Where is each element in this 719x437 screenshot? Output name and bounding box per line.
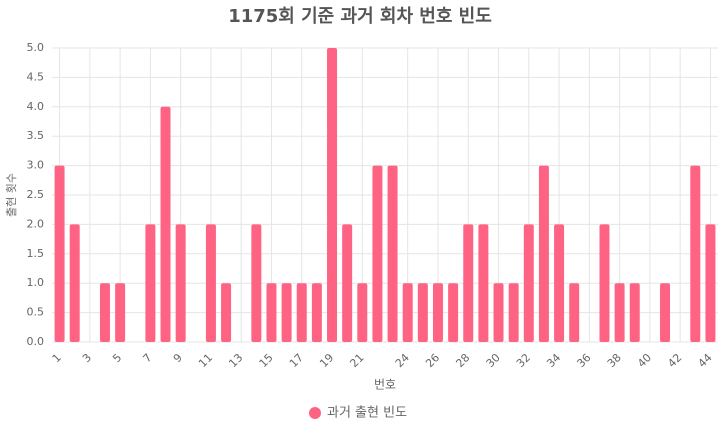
bar <box>690 165 701 342</box>
x-tick-label: 9 <box>171 351 185 365</box>
bar <box>508 283 519 342</box>
bar <box>538 165 549 342</box>
bar <box>523 224 534 342</box>
bar <box>705 224 716 342</box>
x-tick-label: 7 <box>140 351 154 365</box>
bar <box>99 283 110 342</box>
y-tick-label: 3.0 <box>27 159 45 172</box>
bar <box>342 224 353 342</box>
x-tick-label: 19 <box>317 351 336 370</box>
bar <box>629 283 640 342</box>
y-tick-label: 2.0 <box>27 217 45 230</box>
x-tick-label: 30 <box>484 351 503 370</box>
x-tick-label: 13 <box>226 351 245 370</box>
legend-label: 과거 출현 빈도 <box>327 406 407 421</box>
bar <box>327 48 338 342</box>
x-tick-label: 24 <box>393 351 412 370</box>
bar <box>145 224 156 342</box>
bar <box>432 283 443 342</box>
chart-title: 1175회 기준 과거 회차 번호 빈도 <box>228 6 492 27</box>
bar <box>569 283 580 342</box>
x-tick-label: 40 <box>635 351 654 370</box>
bar <box>311 283 322 342</box>
x-tick-label: 26 <box>423 351 442 370</box>
y-tick-label: 0.5 <box>27 306 45 319</box>
y-tick-label: 4.0 <box>27 100 45 113</box>
y-tick-label: 4.5 <box>27 70 45 83</box>
bar <box>115 283 126 342</box>
x-tick-label: 36 <box>574 351 593 370</box>
x-tick-label: 34 <box>544 351 563 370</box>
bar <box>614 283 625 342</box>
x-tick-label: 44 <box>696 351 715 370</box>
x-tick-label: 3 <box>80 351 94 365</box>
x-tick-label: 11 <box>196 351 215 370</box>
x-tick-label: 15 <box>257 351 276 370</box>
y-tick-label: 0.0 <box>27 335 45 348</box>
bar <box>448 283 459 342</box>
x-tick-label: 28 <box>453 351 472 370</box>
bar <box>54 165 65 342</box>
bar <box>251 224 262 342</box>
x-tick-label: 38 <box>605 351 624 370</box>
bar <box>599 224 610 342</box>
bar <box>160 106 171 342</box>
bar <box>372 165 383 342</box>
bar <box>554 224 565 342</box>
y-tick-label: 3.5 <box>27 129 45 142</box>
y-tick-label: 1.0 <box>27 276 45 289</box>
bar <box>402 283 413 342</box>
x-axis-title: 번호 <box>374 378 396 392</box>
bar <box>478 224 489 342</box>
bar <box>296 283 307 342</box>
bar <box>205 224 216 342</box>
bar <box>221 283 232 342</box>
x-tick-label: 21 <box>347 351 366 370</box>
bar <box>266 283 277 342</box>
x-tick-label: 32 <box>514 351 533 370</box>
y-tick-label: 2.5 <box>27 188 45 201</box>
x-tick-label: 17 <box>287 351 306 370</box>
bar <box>357 283 368 342</box>
bar <box>281 283 292 342</box>
bar <box>69 224 80 342</box>
bar <box>417 283 428 342</box>
bar <box>175 224 186 342</box>
y-tick-label: 5.0 <box>27 41 45 54</box>
bar <box>463 224 474 342</box>
bar <box>493 283 504 342</box>
y-axis-title: 출현 횟수 <box>5 173 18 217</box>
y-tick-label: 1.5 <box>27 247 45 260</box>
bar <box>660 283 671 342</box>
x-tick-label: 1 <box>50 351 64 365</box>
legend-marker <box>309 407 321 419</box>
x-tick-label: 5 <box>110 351 124 365</box>
x-tick-label: 42 <box>665 351 684 370</box>
bar <box>387 165 398 342</box>
